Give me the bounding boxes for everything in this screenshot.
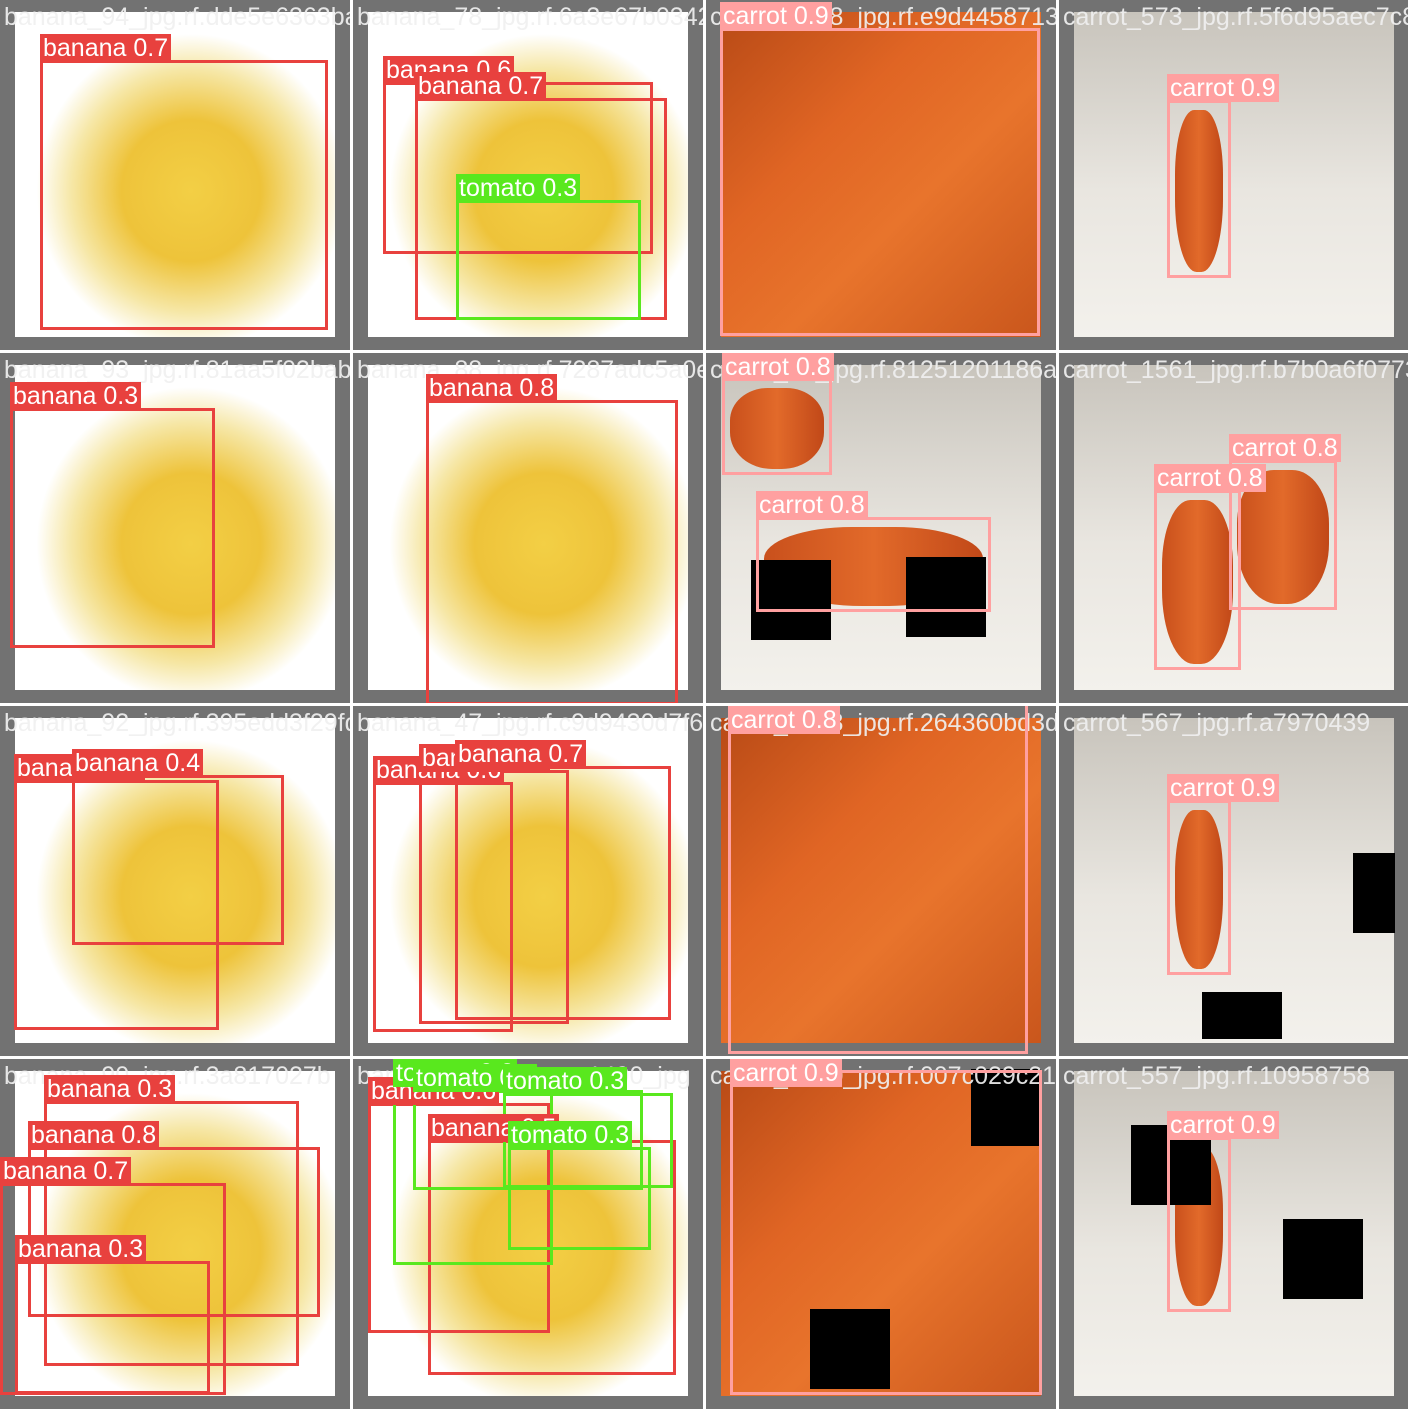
- detection-box: [756, 517, 991, 612]
- carrot-shape: [1175, 810, 1223, 969]
- detection-label: carrot 0.9: [730, 1059, 842, 1087]
- detection-label: banana 0.8: [426, 374, 558, 402]
- detection-label: banana 0.8: [28, 1121, 160, 1149]
- tile-filename: carrot_567_jpg.rf.a7970439: [1063, 709, 1371, 737]
- tile-filename: carrot_573_jpg.rf.5f6d95aec7c84d74e731d4…: [1063, 3, 1408, 31]
- detection-label: tomato 0.3: [508, 1121, 633, 1149]
- occlusion-block: [751, 560, 831, 640]
- detection-label: carrot 0.8: [728, 706, 840, 734]
- detection-box: [15, 1261, 210, 1394]
- carrot-shape: [1175, 110, 1223, 272]
- detection-label: banana 0.7: [40, 34, 172, 62]
- occlusion-block: [1202, 992, 1282, 1039]
- tile-filename: banana_92_jpg.rf.395edd3f29fd4eb385c9d94…: [4, 709, 350, 737]
- mosaic-tile: banana_94_jpg.rf.dde5e6363ba3a0d8f1e8e67…: [0, 0, 350, 350]
- detection-box: [1167, 1137, 1231, 1312]
- detection-label: carrot 0.9: [1167, 774, 1279, 802]
- tile-image: [721, 12, 1041, 337]
- mosaic-tile: carrot_1458_jpg.rf.e9d445871396f1935594c…: [706, 0, 1056, 350]
- detection-box: [1167, 100, 1231, 278]
- detection-label: carrot 0.8: [1154, 464, 1266, 492]
- occlusion-block: [1353, 853, 1395, 933]
- mosaic-tile: carrot_1490_jpg.rf.007c029c2181e2fcarrot…: [706, 1059, 1056, 1409]
- tile-filename: banana_93_jpg.rf.81aa5f02babae7a79c7d7e7…: [4, 356, 350, 384]
- detection-label: tomato 0.3: [503, 1067, 628, 1095]
- detection-label: banana 0.7: [0, 1157, 132, 1185]
- mosaic-tile: banana_8d71carrot_1490_jpgbanana 0.6bana…: [353, 1059, 703, 1409]
- detection-box: [456, 200, 641, 320]
- detection-label: carrot 0.8: [1229, 434, 1341, 462]
- mosaic-tile: banana_88_jpg.rf.7287adc5a0e0b25e23fbana…: [353, 353, 703, 703]
- detection-label: carrot 0.8: [756, 491, 868, 519]
- tile-image: [1074, 365, 1394, 690]
- detection-box: [72, 775, 284, 945]
- detection-box: [1154, 490, 1241, 670]
- detection-label: banana 0.3: [44, 1075, 176, 1103]
- mosaic-tile: banana_92_jpg.rf.395edd3f29fd4eb385c9d94…: [0, 706, 350, 1056]
- tile-image: [1074, 12, 1394, 337]
- detection-label: tomato 0.3: [456, 174, 581, 202]
- mosaic-tile: banana_93_jpg.rf.81aa5f02babae7a79c7d7e7…: [0, 353, 350, 703]
- detection-box: [730, 1070, 1042, 1395]
- detection-label: carrot 0.9: [1167, 1111, 1279, 1139]
- mosaic-tile: carrot_53_jpg.rf.81251201186a4a5812d7b7b…: [706, 353, 1056, 703]
- detection-box: [728, 706, 1028, 1054]
- mosaic-tile: carrot_573_jpg.rf.5f6d95aec7c84d74e731d4…: [1059, 0, 1408, 350]
- detection-box: [10, 408, 215, 648]
- detection-box: [40, 60, 328, 330]
- carrot-shape: [1162, 500, 1233, 664]
- detection-label: banana 0.3: [10, 382, 142, 410]
- detection-label: banana 0.7: [455, 740, 587, 768]
- tile-image: [15, 365, 335, 690]
- detection-label: carrot 0.8: [722, 353, 834, 381]
- tile-filename: banana_78_jpg.rf.6a3e67b03429f3e1487136f…: [357, 3, 703, 31]
- detection-label: banana 0.7: [415, 72, 547, 100]
- tile-image: [721, 718, 1041, 1043]
- detection-box: [722, 378, 832, 475]
- occlusion-block: [810, 1309, 890, 1389]
- occlusion-block: [971, 1069, 1041, 1146]
- detection-box: [508, 1147, 651, 1250]
- detection-label: carrot 0.9: [1167, 74, 1279, 102]
- detection-box: [720, 28, 1040, 336]
- tile-image: [15, 12, 335, 337]
- occlusion-block: [906, 557, 986, 637]
- carrot-shape: [1237, 470, 1329, 604]
- detection-label: banana 0.4: [72, 749, 204, 777]
- tile-image: [1074, 718, 1394, 1043]
- tile-filename: carrot_557_jpg.rf.10958758: [1063, 1062, 1371, 1090]
- tile-image: [368, 365, 688, 690]
- tile-filename: carrot_1561_jpg.rf.b7b0a6f07734: [1063, 356, 1408, 384]
- mosaic-tile: banana_78_jpg.rf.6a3e67b03429f3e1487136f…: [353, 0, 703, 350]
- occlusion-block: [1283, 1219, 1363, 1299]
- detection-box: [28, 1147, 320, 1317]
- carrot-shape: [730, 388, 824, 469]
- mosaic-tile: banana_90_jpg.rf.3a817027bbanana 0.3bana…: [0, 1059, 350, 1409]
- detection-box: [426, 400, 678, 703]
- detection-label: banana 0.3: [15, 1235, 147, 1263]
- detection-box: [1167, 800, 1231, 975]
- tile-filename: banana_47_jpg.rf.c9d9430d7f61: [357, 709, 703, 737]
- tile-filename: banana_94_jpg.rf.dde5e6363ba3a0d8f1e8e67…: [4, 3, 350, 31]
- detection-label: carrot 0.9: [720, 2, 832, 30]
- detection-box: [455, 766, 671, 1020]
- mosaic-tile: carrot_1428_jpg.rf.264360bd3d2656667a0af…: [706, 706, 1056, 1056]
